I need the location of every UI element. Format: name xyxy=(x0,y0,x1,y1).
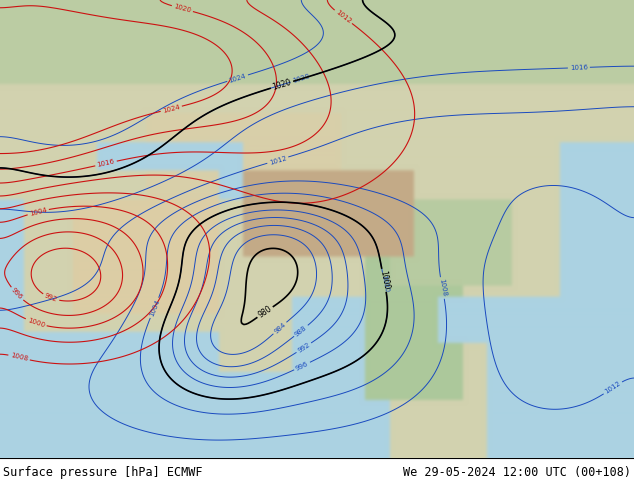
Text: 1020: 1020 xyxy=(292,74,311,84)
Text: 996: 996 xyxy=(295,361,309,372)
Text: 1012: 1012 xyxy=(334,9,353,24)
Text: 1008: 1008 xyxy=(10,352,29,363)
Text: 1000: 1000 xyxy=(27,317,46,329)
Text: 1016: 1016 xyxy=(570,64,588,71)
Text: 1012: 1012 xyxy=(268,155,287,166)
Text: 1020: 1020 xyxy=(271,77,292,92)
Text: 1020: 1020 xyxy=(173,3,191,14)
Text: 1004: 1004 xyxy=(29,207,48,217)
Text: 984: 984 xyxy=(273,321,287,335)
Text: 1012: 1012 xyxy=(604,380,622,395)
Text: 1024: 1024 xyxy=(228,73,247,84)
Text: 1000: 1000 xyxy=(378,270,391,291)
Text: 980: 980 xyxy=(257,304,274,320)
Text: 1000: 1000 xyxy=(380,274,389,293)
Text: 992: 992 xyxy=(297,342,311,354)
Text: 1024: 1024 xyxy=(162,104,181,114)
Text: 988: 988 xyxy=(294,324,308,338)
Text: 1008: 1008 xyxy=(438,279,447,297)
Text: We 29-05-2024 12:00 UTC (00+108): We 29-05-2024 12:00 UTC (00+108) xyxy=(403,466,631,479)
Text: 1016: 1016 xyxy=(96,159,115,169)
Text: 996: 996 xyxy=(10,287,23,301)
Text: 992: 992 xyxy=(44,293,58,303)
Text: 1004: 1004 xyxy=(148,298,161,318)
Text: Surface pressure [hPa] ECMWF: Surface pressure [hPa] ECMWF xyxy=(3,466,203,479)
